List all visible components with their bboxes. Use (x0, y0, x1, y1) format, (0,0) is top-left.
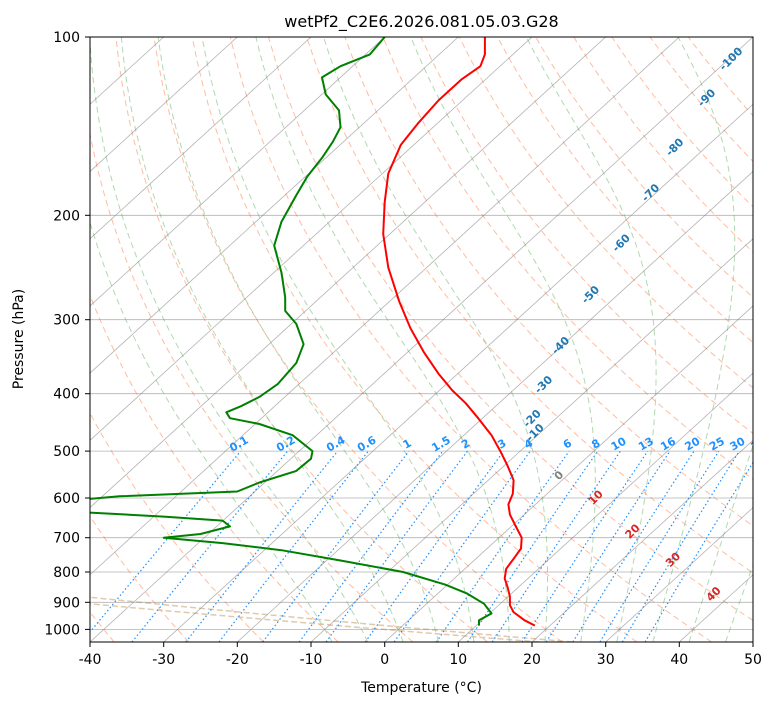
dry-adiabat-line (153, 37, 563, 642)
mixing-ratio-line (185, 450, 339, 642)
moist-adiabat-line (255, 37, 510, 642)
moist-adiabat-line (323, 37, 548, 642)
dry-adiabat-line (268, 37, 753, 622)
y-tick-label: 600 (53, 491, 80, 507)
x-tick-label: 20 (523, 652, 541, 668)
y-tick-label: 1000 (44, 622, 80, 638)
mixing-ratio-line (364, 450, 505, 642)
moist-adiabat-line (410, 37, 596, 642)
moist-adiabat-line (688, 443, 753, 642)
mixing-ratio-lines (90, 450, 753, 642)
y-tick-label: 800 (53, 565, 80, 581)
x-tick-label: -10 (300, 652, 323, 668)
mixing-ratio-line (521, 450, 649, 642)
mixing-ratio-line (131, 450, 289, 642)
isotherm-line (90, 37, 459, 374)
isotherm-line (90, 37, 680, 576)
isotherm-line (90, 37, 312, 240)
x-tick-label: -40 (79, 652, 102, 668)
isotherm-line (90, 37, 606, 509)
isotherm-line (90, 37, 238, 172)
mixing-ratio-line (325, 450, 468, 642)
dry-adiabat-line (306, 37, 753, 574)
x-axis-ticks: -40 -30 -20 -10 0 10 20 30 40 50 (79, 642, 762, 668)
mixing-ratio-label: 36 (748, 434, 768, 453)
moist-adiabat-line (90, 37, 369, 642)
mixing-ratio-line (435, 450, 570, 642)
isotherm-line (90, 37, 533, 441)
moist-adiabat-line (652, 37, 736, 642)
temperature-profile-line (382, 37, 536, 627)
x-tick-label: -20 (226, 652, 249, 668)
moist-adiabat-line (120, 37, 404, 642)
profiles (90, 37, 536, 627)
y-tick-label: 300 (53, 313, 80, 329)
x-tick-label: 0 (380, 652, 389, 668)
x-tick-label: 50 (744, 652, 762, 668)
mixing-ratio-line (491, 450, 621, 642)
y-tick-label: 700 (53, 531, 80, 547)
moist-adiabat-line (725, 563, 753, 642)
isotherm-line (310, 238, 753, 642)
mixing-ratio-line (90, 450, 242, 633)
y-tick-label: 400 (53, 387, 80, 403)
dry-adiabat-line (115, 37, 488, 642)
isotherm-line (605, 507, 753, 642)
mixing-ratio-line (545, 450, 671, 642)
y-axis-label: Pressure (hPa) (11, 289, 27, 389)
mixing-ratio-line (262, 450, 410, 642)
plot-area: 0.10.20.40.611.52346810131620253036-100-… (90, 37, 768, 642)
isotherm-line (384, 305, 753, 642)
x-tick-label: 30 (597, 652, 615, 668)
dry-adiabat-line (90, 412, 264, 642)
moist-adiabats (90, 37, 753, 642)
dry-adiabat-line (90, 515, 190, 642)
isotherm-line (531, 439, 753, 642)
dewpoint-profile-line (90, 37, 493, 626)
isotherm-line (237, 170, 753, 642)
y-tick-label: 200 (53, 208, 80, 224)
x-tick-label: 10 (449, 652, 467, 668)
x-tick-label: -30 (152, 652, 175, 668)
y-tick-label: 500 (53, 444, 80, 460)
isotherm-line (458, 372, 753, 642)
y-axis-ticks: 100 200 300 400 500 600 700 800 900 1000 (44, 30, 90, 638)
moist-adiabat-line (201, 37, 475, 642)
dry-adiabat-line (90, 131, 414, 642)
y-tick-label: 900 (53, 595, 80, 611)
mixing-ratio-line (572, 450, 695, 642)
moist-adiabat-line (157, 37, 439, 642)
dry-adiabat-line (382, 37, 753, 481)
x-tick-label: 40 (670, 652, 688, 668)
dry-adiabat-line (496, 37, 753, 344)
chart-title: wetPf2_C2E6.2026.081.05.03.G28 (284, 12, 558, 32)
plot-frame (89, 36, 754, 643)
mixing-ratio-line (621, 450, 740, 642)
x-axis-label: Temperature (°C) (360, 680, 482, 696)
mixing-ratio-line (393, 450, 531, 642)
isotherm-line (90, 37, 385, 307)
dry-adiabat-line (535, 37, 753, 298)
y-tick-label: 100 (53, 30, 80, 46)
moist-adiabat-line (90, 220, 333, 642)
dry-adiabat-line (229, 37, 712, 642)
isotherm-line (163, 103, 753, 642)
dry-adiabat-line (191, 37, 638, 642)
skewed-isotherms (90, 37, 753, 642)
